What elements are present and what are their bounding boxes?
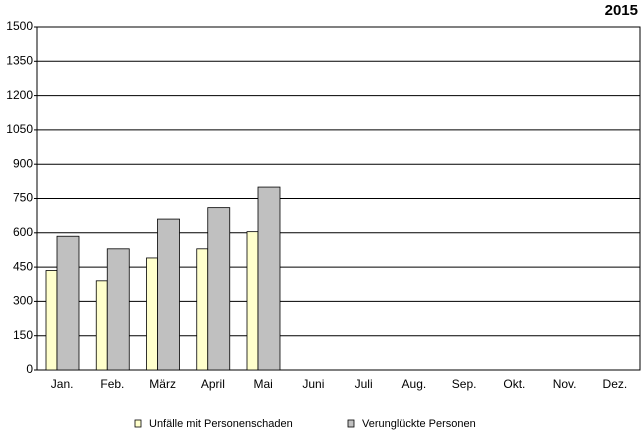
y-tick-label: 0 [26,362,33,376]
bar [246,231,259,371]
x-tick-label: Juli [355,377,373,391]
y-tick-label: 450 [13,259,33,273]
legend-label: Unfälle mit Personenschaden [149,418,293,430]
bar [106,248,130,371]
x-tick-label: Dez. [603,377,628,391]
x-tick-label: April [201,377,225,391]
y-tick-label: 1500 [6,19,33,33]
x-tick-label: Okt. [503,377,525,391]
bar [196,248,209,371]
bar [56,235,80,371]
bar [146,257,158,371]
y-tick-label: 150 [13,328,33,342]
x-tick-label: Juni [302,377,324,391]
bar [257,186,281,371]
legend-swatch [134,419,142,428]
bar [207,207,231,371]
bar [157,218,180,371]
x-tick-label: Mai [253,377,272,391]
plot-border [36,26,641,371]
x-tick-label: Feb. [100,377,124,391]
y-tick-label: 750 [13,191,33,205]
y-tick-label: 1200 [6,88,33,102]
y-tick-label: 300 [13,294,33,308]
y-tick-label: 1050 [6,122,33,136]
x-tick-label: Jan. [51,377,74,391]
y-tick-label: 900 [13,156,33,170]
legend-label: Verunglückte Personen [362,418,476,430]
x-tick-label: Nov. [553,377,577,391]
chart-title: 2015 [605,2,638,19]
y-tick-label: 600 [13,225,33,239]
x-tick-label: Sep. [452,377,477,391]
x-tick-label: März [149,377,176,391]
x-tick-label: Aug. [402,377,427,391]
bar [45,270,58,371]
legend-swatch [347,419,355,428]
y-tick-label: 1350 [6,53,33,67]
bar [95,280,108,371]
